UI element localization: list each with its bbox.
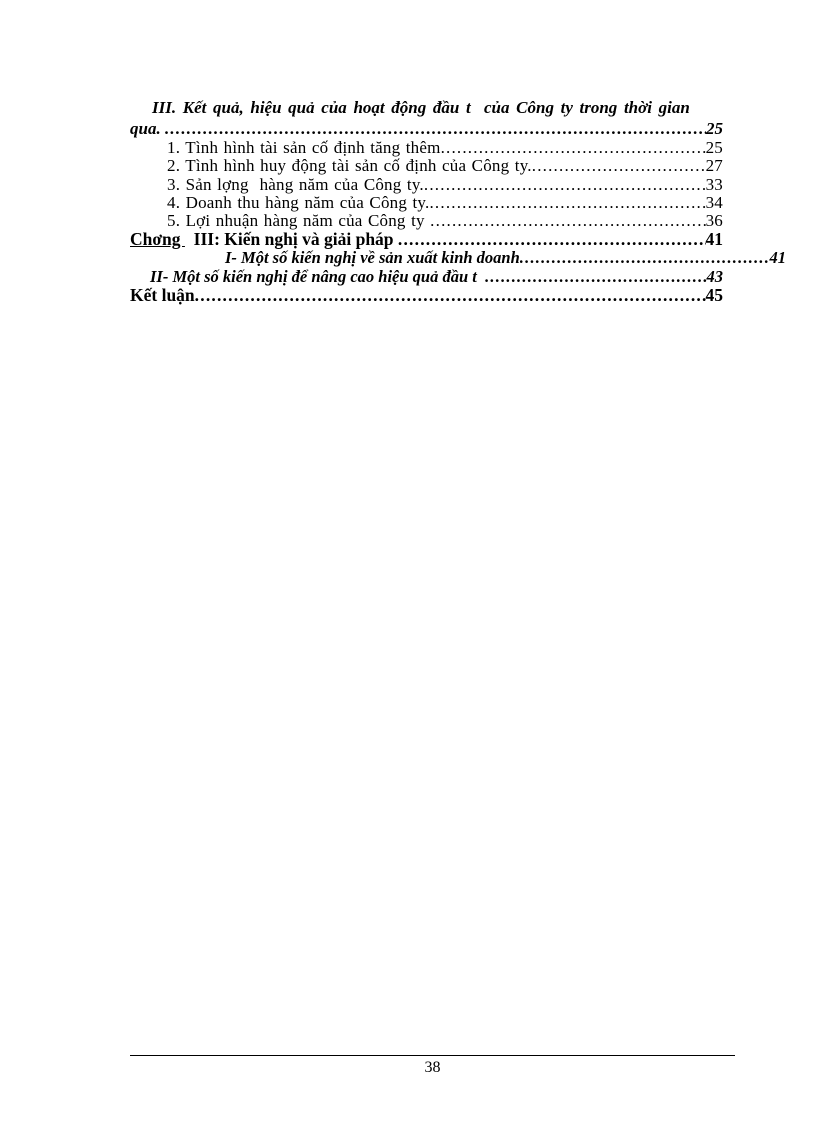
toc-entry[interactable]: qua. ...................................… (130, 119, 723, 139)
footer-page-number: 38 (424, 1059, 441, 1076)
toc-entry-text: II- Một số kiến nghị để nâng cao hiệu qu… (150, 266, 486, 286)
toc-entry[interactable]: II- Một số kiến nghị để nâng cao hiệu qu… (130, 266, 724, 286)
toc-list: III. Kết quả, hiệu quả của hoạt động đầu… (130, 97, 786, 304)
dot-leader: ........................................… (519, 249, 770, 268)
toc-entry-text: 3. Sản lợng hàng năm của Công ty. (167, 174, 424, 194)
dot-leader: ........................................… (429, 193, 705, 212)
toc-entry[interactable]: 1. Tình hình tài sản cố định tăng thêm .… (130, 138, 723, 157)
toc-entry-prefix: Chơng (130, 229, 185, 250)
dot-leader: ........................................… (423, 175, 706, 194)
toc-entry-page-number[interactable]: 36 (705, 211, 723, 231)
toc-entry-page-number[interactable]: 27 (705, 156, 723, 176)
toc-entry-page-number[interactable]: 34 (705, 192, 723, 212)
dot-leader: ........................................… (397, 230, 706, 250)
toc-entry-text: 1. Tình hình tài sản cố định tăng thêm (167, 138, 441, 157)
toc-entry-page-number[interactable]: 33 (705, 174, 723, 194)
toc-entry-page-number[interactable]: 25 (705, 138, 723, 157)
toc-entry[interactable]: 5. Lợi nhuận hàng năm của Công ty ......… (130, 211, 723, 231)
dot-leader: ........................................… (164, 119, 706, 138)
toc-entry-text: 5. Lợi nhuận hàng năm của Công ty (167, 211, 431, 231)
toc-entry-page-number[interactable]: 41 (705, 229, 724, 250)
toc-entry[interactable]: 4. Doanh thu hàng năm của Công ty. .....… (130, 192, 723, 212)
toc-entry-page-number[interactable]: 45 (705, 284, 724, 305)
toc-entry[interactable]: I- Một số kiến nghị về sản xuất kinh doa… (130, 249, 786, 268)
toc-entry-page-number[interactable]: 25 (706, 119, 723, 138)
toc-entry-text: 2. Tình hình huy động tài sản cố định củ… (167, 156, 532, 176)
toc-entry[interactable]: 3. Sản lợng hàng năm của Công ty. ......… (130, 174, 723, 194)
toc-entry-text: qua. (130, 119, 165, 138)
dot-leader: ........................................… (440, 139, 706, 157)
toc-entry-text: III. Kết quả, hiệu quả của hoạt động đầu… (152, 98, 690, 117)
toc-entry-text: Kết luận (130, 284, 195, 305)
toc-entry-page-number[interactable]: 43 (706, 266, 724, 286)
toc-entry-text: 4. Doanh thu hàng năm của Công ty. (167, 192, 430, 212)
dot-leader: ........................................… (430, 212, 705, 231)
toc-entry[interactable]: 2. Tình hình huy động tài sản cố định củ… (130, 156, 723, 176)
toc-entry-text: III: Kiến nghị và giải pháp (184, 229, 398, 250)
dot-leader: ........................................… (194, 285, 706, 304)
toc-entry[interactable]: III. Kết quả, hiệu quả của hoạt động đầu… (130, 97, 723, 119)
toc-entry-text: I- Một số kiến nghị về sản xuất kinh doa… (225, 248, 520, 268)
dot-leader: ........................................… (531, 157, 706, 176)
toc-entry-page-number[interactable]: 41 (769, 248, 787, 268)
toc-entry[interactable]: Chơng III: Kiến nghị và giải pháp ......… (130, 230, 723, 249)
toc-entry[interactable]: Kết luận ...............................… (130, 286, 723, 304)
footer-divider (130, 1055, 735, 1056)
dot-leader: ........................................… (485, 267, 706, 286)
